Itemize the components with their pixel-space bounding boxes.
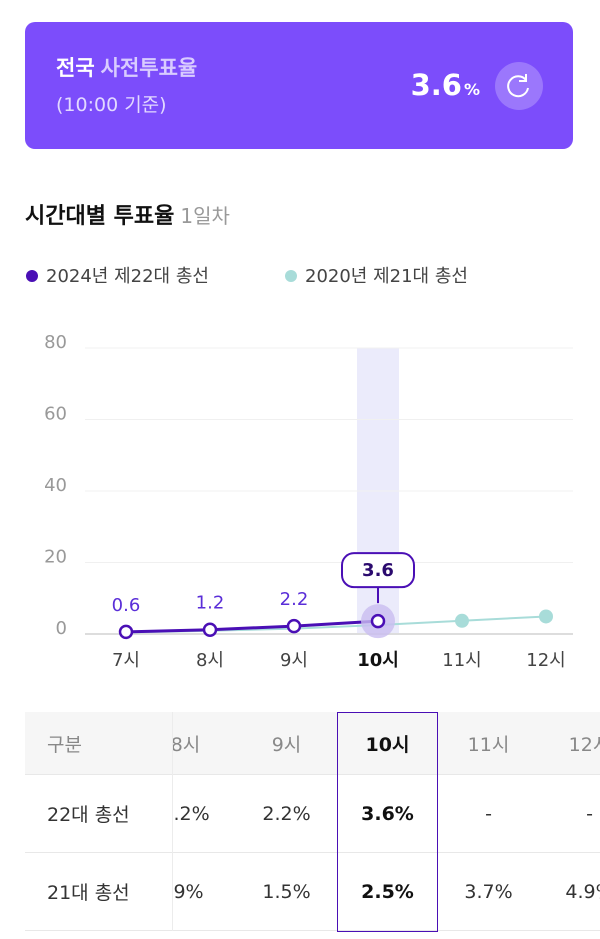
refresh-button[interactable] (495, 62, 543, 110)
table-cell: 9시 (271, 733, 302, 756)
series-line (125, 619, 379, 634)
row-label: 21대 총선 (47, 882, 130, 904)
highlight-column (337, 712, 438, 932)
table-cell: 2.5% (361, 880, 414, 903)
data-label: 0.6 (112, 595, 141, 616)
table-cell: 10시 (365, 733, 410, 756)
point (286, 618, 302, 634)
rate-value: 3.6 (410, 68, 462, 102)
card-title: 전국 사전투표율 (56, 52, 197, 82)
scroll-area[interactable]: 8시 9시 10시 11시 12시 1.2% 2.2% 3.6% - - .9% 1.5% 2.5% 3.… (172, 712, 600, 932)
table-cell: 11시 (467, 733, 510, 756)
x-tick-label: 7시 (112, 650, 140, 671)
y-tick-label: 60 (44, 404, 67, 425)
table-cell: 12시 (568, 733, 600, 756)
fixed-column: 구분 22대 총선 21대 총선 (25, 712, 173, 931)
table-cell: - (485, 802, 492, 825)
legend-dot (285, 270, 297, 282)
table-cell: - (586, 802, 593, 825)
title: 전국 (56, 56, 95, 80)
x-tick-label: 11시 (442, 650, 481, 671)
scroll-inner: 8시 9시 10시 11시 12시 1.2% 2.2% 3.6% - - .9% 1.5% 2.5% 3.… (172, 712, 600, 932)
legend-label: 2020년 제21대 총선 (305, 266, 468, 287)
summary-card: 전국 사전투표율 (10:00 기준) 3.6% (25, 22, 573, 149)
title-sub: 사전투표율 (100, 56, 198, 80)
x-tick-label: 12시 (526, 650, 565, 671)
table-cell: 3.6% (361, 802, 414, 825)
data-label: 2.2 (280, 589, 309, 610)
legend-label: 2024년 제22대 총선 (46, 266, 209, 287)
y-tick-label: 80 (44, 332, 67, 353)
table: 구분 22대 총선 21대 총선 8시 9시 10시 11시 12시 1.2% 2.2% 3.6%… (25, 712, 600, 932)
row-label: 22대 총선 (47, 804, 130, 826)
table-cell: 1.5% (262, 880, 311, 903)
table-row: 21대 총선 (25, 853, 172, 931)
data-label: 1.2 (196, 593, 225, 614)
section-title: 시간대별 투표율 1일차 (25, 198, 230, 230)
subtitle: 1일차 (180, 204, 230, 228)
point (455, 613, 469, 628)
table-cell: .9% (172, 880, 204, 903)
refresh-icon (507, 74, 529, 98)
data-label: 3.6 (362, 560, 394, 581)
table-row: 8시 9시 10시 11시 12시 (172, 712, 600, 775)
table-cell: 3.7% (464, 880, 513, 903)
rate-unit: % (463, 80, 480, 99)
y-tick-label: 20 (44, 547, 67, 568)
point (539, 609, 553, 624)
rate: 3.6% (411, 68, 480, 102)
legend-dot (26, 270, 38, 282)
y-tick-label: 0 (56, 618, 67, 639)
basis: (10:00 기준) (56, 94, 167, 116)
table-row: 구분 (25, 712, 172, 775)
x-tick-label: 8시 (196, 650, 224, 671)
row-label: 구분 (47, 733, 82, 756)
y-tick-label: 40 (44, 475, 67, 496)
point (118, 624, 134, 640)
point (202, 622, 218, 637)
table-cell: 4.9% (565, 880, 600, 903)
chart: 2024년 제22대 총선 2020년 제21대 총선 0 20 40 60 80 7시 8시 9… (26, 266, 573, 671)
table-cell: 2.2% (262, 802, 311, 825)
table-row: .9% 1.5% 2.5% 3.7% 4.9% (172, 853, 600, 931)
table-row: 22대 총선 (25, 775, 172, 853)
x-tick-label: 9시 (280, 650, 308, 671)
table-cell: 8시 (172, 733, 201, 756)
point (370, 613, 386, 629)
title: 시간대별 투표율 (25, 204, 175, 229)
table-cell: 1.2% (172, 802, 210, 825)
table-row: 1.2% 2.2% 3.6% - - (172, 775, 600, 853)
x-tick-label: 10시 (357, 650, 399, 671)
